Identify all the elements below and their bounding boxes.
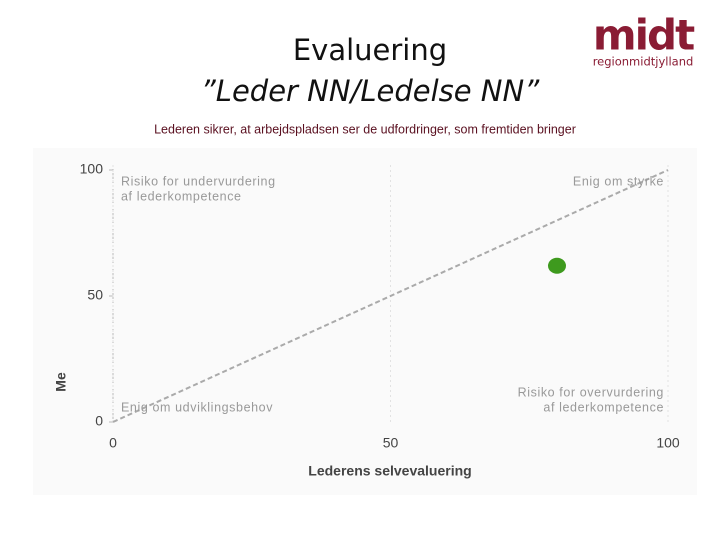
y-tick-label: 100 [80, 161, 104, 177]
logo: midt [593, 11, 695, 60]
chart-title: Lederen sikrer, at arbejdspladsen ser de… [154, 122, 576, 136]
annotation: af lederkompetence [543, 400, 664, 414]
annotation: Risiko for undervurdering [121, 174, 276, 188]
point [548, 257, 566, 274]
plot-panel [33, 148, 697, 495]
y-tick-label: 50 [87, 287, 103, 303]
x-tick-label: 0 [109, 435, 117, 451]
slide-title: Evaluering [293, 33, 447, 67]
reference-line [112, 169, 669, 423]
y-tick-label: 0 [95, 413, 103, 429]
annotation: Risiko for overvurdering [518, 385, 664, 399]
annotation: af lederkompetence [121, 189, 242, 203]
annotation: Enig om udviklingsbehov [121, 400, 273, 414]
y-axis-label: Me [53, 372, 69, 392]
annotation: Enig om styrke [573, 174, 664, 188]
slide-title: ”Leder NN/Ledelse NN” [201, 74, 540, 108]
x-axis-label: Lederens selvevaluering [308, 463, 471, 479]
x-tick-label: 50 [383, 435, 399, 451]
logo-sub: regionmidtjylland [593, 55, 694, 69]
x-tick-label: 100 [656, 435, 680, 451]
